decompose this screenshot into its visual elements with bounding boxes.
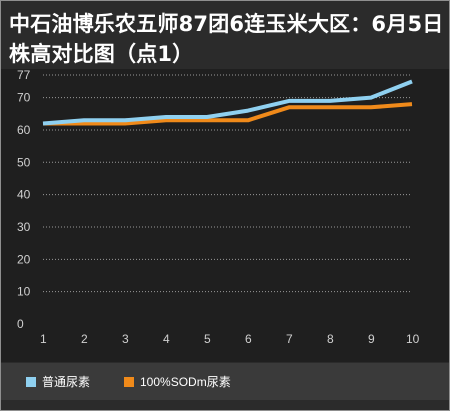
legend-label-series-1: 普通尿素 [42, 375, 91, 389]
x-tick-label: 10 [406, 332, 420, 346]
x-tick-label: 7 [286, 332, 293, 346]
y-tick-label: 50 [17, 155, 31, 169]
x-tick-label: 8 [327, 332, 334, 346]
legend-swatch-series-1 [26, 377, 36, 387]
plot-background [1, 69, 449, 362]
x-tick-label: 6 [245, 332, 252, 346]
x-tick-label: 4 [163, 332, 170, 346]
x-tick-label: 3 [122, 332, 129, 346]
y-tick-label: 77 [17, 68, 31, 82]
x-tick-label: 9 [368, 332, 375, 346]
x-tick-label: 5 [204, 332, 211, 346]
legend-swatch-series-2 [124, 377, 134, 387]
y-tick-label: 0 [17, 317, 24, 331]
legend-item-series-2: 100%SODm尿素 [124, 375, 231, 389]
legend-label-series-2: 100%SODm尿素 [140, 375, 231, 389]
series-lines [42, 79, 413, 126]
y-tick-label: 40 [17, 188, 31, 202]
x-axis-ticks: 1 2 3 4 5 6 7 8 9 10 [40, 332, 420, 346]
y-axis-ticks: 0 10 20 30 40 50 60 70 77 [17, 68, 31, 331]
x-tick-label: 1 [40, 332, 47, 346]
x-tick-label: 2 [81, 332, 88, 346]
y-tick-label: 10 [17, 285, 31, 299]
legend-item-series-1: 普通尿素 [26, 375, 90, 389]
legend: 普通尿素 100%SODm尿素 [1, 363, 449, 400]
series-line-1 [42, 79, 413, 126]
chart-title: 中石油博乐农五师87团6连玉米大区：6月5日株高对比图（点1） [9, 12, 444, 66]
y-tick-label: 70 [17, 91, 31, 105]
y-tick-label: 30 [17, 220, 31, 234]
y-tick-label: 20 [17, 252, 31, 266]
y-tick-label: 60 [17, 123, 31, 137]
series-line-2 [43, 102, 413, 126]
